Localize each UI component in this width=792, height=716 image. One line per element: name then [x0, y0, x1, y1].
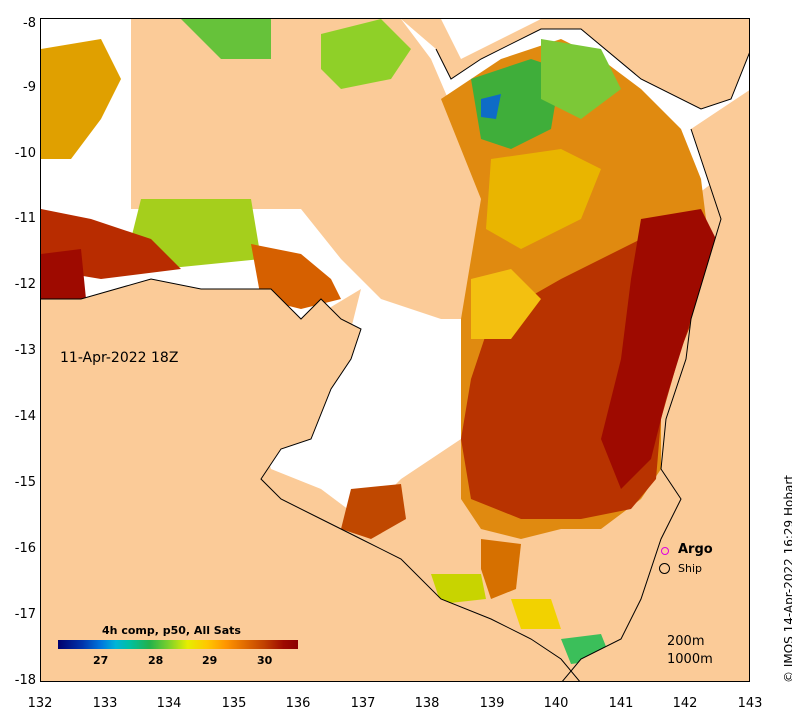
y-tick-label: -13	[14, 343, 36, 358]
y-tick-label: -12	[14, 277, 36, 292]
x-tick-label: 141	[608, 696, 634, 711]
x-tick-label: 139	[479, 696, 505, 711]
y-tick-label: -11	[14, 211, 36, 226]
y-tick-label: -18	[14, 673, 36, 688]
sst-mid-patch	[511, 599, 561, 629]
legend-argo-label: Argo	[678, 542, 713, 557]
colorbar-tick-label: 29	[202, 654, 218, 667]
sst-mid-field	[471, 269, 541, 339]
sst-cold-patch	[481, 94, 501, 119]
sst-mid-field	[486, 149, 601, 249]
coastline	[41, 278, 580, 681]
sst-cool-patch	[181, 19, 271, 59]
coastline	[435, 28, 749, 110]
sst-cool-field	[541, 39, 621, 119]
argo-marker-icon	[661, 547, 669, 555]
sst-warm-patch	[481, 539, 521, 599]
y-tick-label: -16	[14, 541, 36, 556]
date-label: 11-Apr-2022 18Z	[60, 350, 179, 366]
sst-map	[41, 19, 749, 681]
coastline	[562, 128, 722, 681]
legend-ship-label: Ship	[678, 562, 702, 575]
sst-cool-field	[471, 59, 561, 149]
x-tick-label: 140	[543, 696, 569, 711]
y-tick-label: -14	[14, 409, 36, 424]
colorbar-tick-label: 28	[148, 654, 164, 667]
y-tick-label: -15	[14, 475, 36, 490]
x-tick-label: 143	[737, 696, 763, 711]
x-tick-label: 142	[672, 696, 698, 711]
x-tick-label: 132	[27, 696, 53, 711]
map-panel[interactable]	[40, 18, 750, 682]
sst-cool-patch	[321, 19, 411, 89]
contour-200m-label: 200m	[667, 634, 705, 649]
y-tick-label: -8	[23, 16, 36, 31]
x-tick-label: 138	[414, 696, 440, 711]
y-tick-label: -17	[14, 607, 36, 622]
land-queensland	[562, 90, 749, 681]
sst-hottest-field	[601, 209, 721, 489]
y-tick-label: -9	[23, 80, 36, 95]
x-tick-label: 135	[221, 696, 247, 711]
x-tick-label: 136	[285, 696, 311, 711]
product-label: 4h comp, p50, All Sats	[102, 624, 241, 637]
x-tick-label: 133	[92, 696, 118, 711]
x-tick-label: 134	[156, 696, 182, 711]
credit-label: © IMOS 14-Apr-2022 16:29 Hobart	[782, 475, 792, 683]
sst-mid-patch	[431, 574, 486, 604]
x-tick-label: 137	[350, 696, 376, 711]
ship-marker-icon	[659, 563, 670, 574]
temperature-colorbar	[58, 640, 298, 649]
colorbar-tick-label: 27	[93, 654, 109, 667]
sst-hot-patch	[341, 484, 406, 539]
land-arnhem	[41, 279, 580, 681]
y-tick-label: -10	[14, 146, 36, 161]
sst-hot-patch	[41, 249, 86, 304]
contour-1000m-label: 1000m	[667, 652, 713, 667]
sst-warm-patch	[41, 39, 121, 159]
colorbar-tick-label: 30	[257, 654, 273, 667]
land-cape-york	[401, 19, 749, 109]
